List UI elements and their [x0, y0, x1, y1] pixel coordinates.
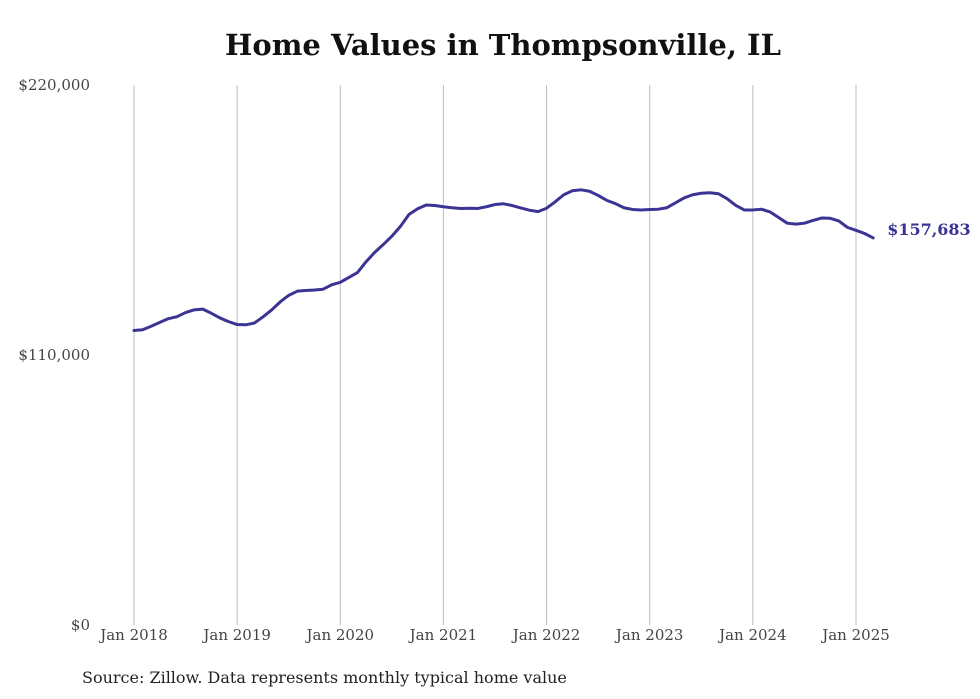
x-tick-label: Jan 2020 [305, 626, 375, 644]
y-axis-ticks: $0 $110,000 $220,000 [18, 76, 90, 634]
series-layer [132, 188, 875, 332]
end-value-label: $157,683 [887, 220, 971, 239]
y-tick-label: $0 [71, 616, 90, 634]
x-tick-label: Jan 2021 [408, 626, 478, 644]
chart-area: $0$110,000$220,000 Jan 2018 Jan 2019 Jan 2… [18, 76, 971, 644]
source-note: Source: Zillow. Data represents monthly … [82, 668, 567, 687]
x-tick-label: Jan 2023 [614, 626, 684, 644]
x-tick-label: Jan 2025 [820, 626, 890, 644]
x-axis-ticks: Jan 2018 Jan 2019 Jan 2020 Jan 2021 Jan 2022… [98, 626, 890, 644]
chart-title: Home Values in Thompsonville, IL [225, 28, 781, 62]
x-tick-label: Jan 2024 [717, 626, 787, 644]
y-tick-label: $110,000 [18, 346, 90, 364]
x-tick-label: Jan 2019 [201, 626, 271, 644]
x-tick-label: Jan 2022 [511, 626, 581, 644]
series-line [132, 188, 875, 332]
grid-lines [133, 85, 857, 625]
y-tick-label: $220,000 [18, 76, 90, 94]
x-tick-label: Jan 2018 [98, 626, 168, 644]
end-label-layer: $157,683 [887, 220, 971, 239]
